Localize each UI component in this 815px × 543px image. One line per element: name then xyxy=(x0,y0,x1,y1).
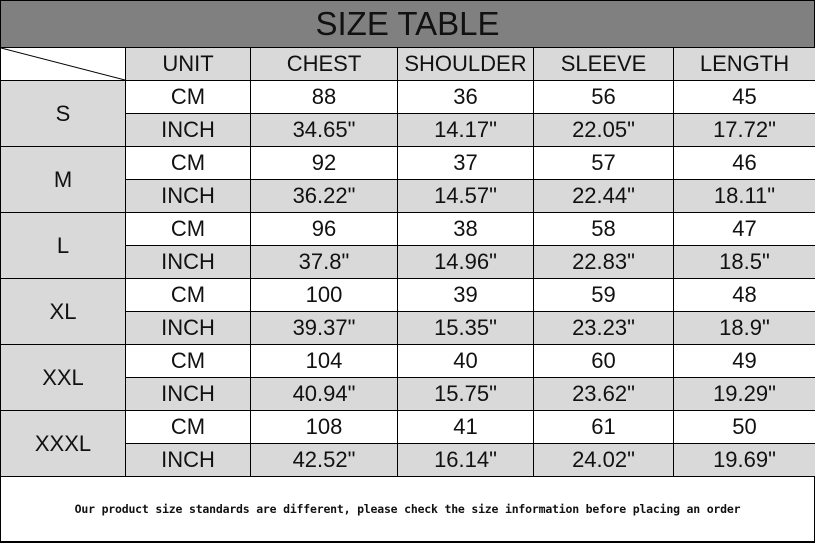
table-row: M CM 92 37 57 46 xyxy=(0,146,815,213)
value-cell: 37.8" xyxy=(250,245,398,279)
header-sleeve: SLEEVE xyxy=(533,47,674,81)
value-cell: 22.05" xyxy=(533,113,674,147)
value-cell: 36.22" xyxy=(250,179,398,213)
table-row: XL CM 100 39 59 48 xyxy=(0,278,815,345)
unit-cell: CM xyxy=(125,146,251,180)
value-cell: 14.96" xyxy=(397,245,534,279)
value-cell: 45 xyxy=(673,80,815,114)
table-row: L CM 96 38 58 47 xyxy=(0,212,815,279)
footer-note: Our product size standards are different… xyxy=(0,476,815,543)
value-cell: 23.62" xyxy=(533,377,674,411)
value-cell: 42.52" xyxy=(250,443,398,477)
value-cell: 47 xyxy=(673,212,815,246)
table-row: XXXL CM 108 41 61 50 xyxy=(0,410,815,477)
value-cell: 104 xyxy=(250,344,398,378)
value-cell: 17.72" xyxy=(673,113,815,147)
size-table: UNIT CHEST SHOULDER SLEEVE LENGTH S CM 88 3… xyxy=(0,47,815,477)
value-cell: 37 xyxy=(397,146,534,180)
unit-cell: INCH xyxy=(125,443,251,477)
unit-cell: CM xyxy=(125,212,251,246)
value-cell: 39.37" xyxy=(250,311,398,345)
value-cell: 56 xyxy=(533,80,674,114)
value-cell: 61 xyxy=(533,410,674,444)
size-label: XL xyxy=(0,278,126,345)
value-cell: 50 xyxy=(673,410,815,444)
value-cell: 22.83" xyxy=(533,245,674,279)
value-cell: 19.69" xyxy=(673,443,815,477)
table-title: SIZE TABLE xyxy=(0,0,815,47)
value-cell: 40.94" xyxy=(250,377,398,411)
value-cell: 40 xyxy=(397,344,534,378)
value-cell: 46 xyxy=(673,146,815,180)
value-cell: 15.35" xyxy=(397,311,534,345)
value-cell: 22.44" xyxy=(533,179,674,213)
value-cell: 36 xyxy=(397,80,534,114)
unit-cell: CM xyxy=(125,80,251,114)
value-cell: 38 xyxy=(397,212,534,246)
unit-cell: CM xyxy=(125,278,251,312)
size-label: M xyxy=(0,146,126,213)
table-row: INCH 34.65" 14.17" 22.05" 17.72" xyxy=(1,113,815,147)
value-cell: 18.5" xyxy=(673,245,815,279)
value-cell: 18.11" xyxy=(673,179,815,213)
value-cell: 49 xyxy=(673,344,815,378)
value-cell: 88 xyxy=(250,80,398,114)
unit-cell: CM xyxy=(125,344,251,378)
value-cell: 92 xyxy=(250,146,398,180)
value-cell: 100 xyxy=(250,278,398,312)
value-cell: 57 xyxy=(533,146,674,180)
size-label: S xyxy=(0,80,126,147)
table-row: INCH 39.37" 15.35" 23.23" 18.9" xyxy=(1,311,815,345)
value-cell: 60 xyxy=(533,344,674,378)
header-row: UNIT CHEST SHOULDER SLEEVE LENGTH xyxy=(0,47,815,81)
table-row: XXL CM 104 40 60 49 xyxy=(0,344,815,411)
size-label: XXXL xyxy=(0,410,126,477)
header-shoulder: SHOULDER xyxy=(397,47,534,81)
value-cell: 39 xyxy=(397,278,534,312)
size-label: L xyxy=(0,212,126,279)
unit-cell: INCH xyxy=(125,113,251,147)
header-unit: UNIT xyxy=(125,47,251,81)
table-row: INCH 36.22" 14.57" 22.44" 18.11" xyxy=(1,179,815,213)
value-cell: 59 xyxy=(533,278,674,312)
table-row: INCH 42.52" 16.14" 24.02" 19.69" xyxy=(1,443,815,477)
table-row: INCH 40.94" 15.75" 23.62" 19.29" xyxy=(1,377,815,411)
value-cell: 48 xyxy=(673,278,815,312)
value-cell: 14.57" xyxy=(397,179,534,213)
unit-cell: INCH xyxy=(125,179,251,213)
value-cell: 96 xyxy=(250,212,398,246)
value-cell: 23.23" xyxy=(533,311,674,345)
corner-cell xyxy=(0,47,126,81)
value-cell: 41 xyxy=(397,410,534,444)
value-cell: 34.65" xyxy=(250,113,398,147)
value-cell: 18.9" xyxy=(673,311,815,345)
value-cell: 15.75" xyxy=(397,377,534,411)
header-chest: CHEST xyxy=(250,47,398,81)
unit-cell: INCH xyxy=(125,245,251,279)
value-cell: 16.14" xyxy=(397,443,534,477)
header-length: LENGTH xyxy=(673,47,815,81)
value-cell: 58 xyxy=(533,212,674,246)
value-cell: 24.02" xyxy=(533,443,674,477)
value-cell: 14.17" xyxy=(397,113,534,147)
value-cell: 19.29" xyxy=(673,377,815,411)
size-label: XXL xyxy=(0,344,126,411)
unit-cell: CM xyxy=(125,410,251,444)
unit-cell: INCH xyxy=(125,377,251,411)
table-row: S CM 88 36 56 45 xyxy=(0,80,815,147)
unit-cell: INCH xyxy=(125,311,251,345)
value-cell: 108 xyxy=(250,410,398,444)
